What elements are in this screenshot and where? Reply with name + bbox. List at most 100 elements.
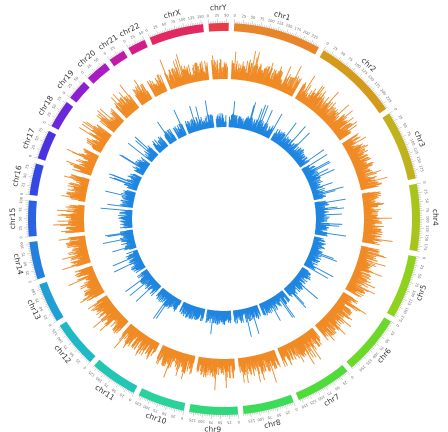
outer-histogram-bar [163, 346, 168, 357]
outer-histogram-bar [353, 271, 370, 279]
tick-mark [56, 112, 59, 114]
tick-mark [62, 332, 65, 334]
tick-mark [33, 272, 36, 274]
tick-mark [46, 130, 49, 133]
tick-mark [322, 388, 324, 391]
tick-label: 75 [21, 252, 26, 257]
outer-histogram-bar [178, 352, 182, 361]
outer-histogram-bar [80, 182, 89, 185]
outer-histogram-bar [180, 65, 187, 85]
outer-histogram-bar [171, 74, 177, 88]
tick-mark [383, 104, 386, 106]
outer-histogram-bar [320, 108, 329, 118]
tick-mark [58, 326, 61, 328]
outer-histogram-bar [254, 355, 258, 364]
tick-mark [408, 285, 411, 287]
outer-histogram-bar [303, 98, 309, 105]
outer-histogram-bar [125, 95, 138, 110]
inner-histogram-bar [134, 182, 139, 186]
outer-histogram-bar [135, 89, 146, 104]
tick-mark [39, 147, 42, 149]
outer-histogram-bar [189, 73, 193, 83]
inner-histogram-bar [211, 310, 214, 317]
outer-histogram-bar [82, 170, 92, 175]
outer-histogram-bar [80, 278, 98, 288]
tick-mark [126, 389, 128, 392]
inner-histogram-bar [181, 123, 187, 136]
inner-histogram-bar [283, 143, 289, 150]
inner-histogram-bar [147, 156, 153, 162]
outer-histogram-bar [104, 131, 112, 137]
inner-histogram-bar [143, 271, 149, 276]
inner-histogram-bar [247, 307, 252, 321]
inner-histogram-bar [308, 179, 317, 184]
tick-label: 25 [285, 410, 291, 415]
outer-histogram-bar [78, 204, 85, 207]
tick-mark [158, 404, 160, 407]
outer-histogram-bar [113, 120, 120, 127]
tick-mark [121, 49, 124, 52]
outer-histogram-bar [92, 129, 109, 141]
outer-histogram-bar [255, 66, 260, 83]
tick-mark [73, 346, 76, 349]
outer-histogram-bar [82, 161, 95, 167]
outer-histogram-bar [353, 158, 370, 167]
ideogram-chrX [149, 24, 204, 46]
outer-histogram-bar [71, 247, 88, 252]
outer-histogram-bar [211, 63, 215, 80]
outer-histogram-bar [345, 136, 367, 150]
outer-histogram-bar [235, 68, 238, 80]
tick-label: 50 [402, 122, 408, 129]
outer-histogram-bar [336, 301, 351, 313]
outer-histogram-bar [356, 170, 363, 174]
inner-histogram-bar [137, 159, 149, 168]
tick-mark [384, 331, 386, 334]
outer-histogram-bar [89, 132, 107, 144]
outer-histogram-bar [75, 189, 87, 193]
tick-mark [379, 337, 382, 340]
inner-histogram-bar [161, 289, 166, 295]
inner-histogram-bar [119, 213, 133, 215]
outer-histogram-bar [328, 311, 340, 321]
outer-histogram-bar [242, 357, 246, 376]
tick-mark [352, 67, 356, 72]
outer-histogram-bar [211, 358, 215, 377]
inner-histogram-bar [232, 310, 235, 316]
inner-histogram-bar [311, 246, 319, 250]
outer-histogram-bar [178, 352, 184, 369]
inner-histogram-bar [139, 162, 148, 169]
outer-histogram-bar [301, 94, 308, 103]
tick-label: 50 [224, 13, 229, 17]
inner-histogram-bar [211, 114, 214, 128]
inner-histogram-bar [306, 259, 315, 265]
outer-histogram-bar [170, 349, 175, 358]
inner-histogram-bar [158, 141, 165, 150]
tick-label: 50 [51, 103, 57, 110]
outer-histogram-bar [190, 355, 194, 368]
tick-label: 75 [19, 207, 23, 212]
tick-label: 125 [248, 418, 255, 423]
outer-histogram-bar [101, 138, 107, 143]
outer-histogram-bar [126, 327, 137, 340]
inner-histogram-bar [119, 226, 133, 229]
outer-histogram-bar [363, 201, 373, 204]
outer-histogram-bar [180, 354, 189, 380]
tick-mark [325, 49, 327, 52]
outer-histogram-bar [362, 193, 380, 198]
outer-histogram-bar [347, 145, 361, 154]
outer-histogram-bar [353, 161, 364, 167]
outer-histogram-bar [92, 148, 101, 153]
inner-histogram-bar [125, 233, 134, 236]
tick-mark [411, 162, 414, 164]
tick-mark [57, 328, 62, 331]
outer-histogram-bar [264, 352, 272, 371]
outer-histogram-bar [78, 238, 86, 241]
inner-histogram-bar [198, 308, 202, 318]
outer-histogram-bar [245, 62, 250, 81]
tick-mark [114, 381, 116, 384]
tick-mark [400, 303, 403, 305]
outer-histogram-bar [237, 67, 241, 80]
inner-histogram-bar [171, 133, 177, 141]
tick-mark [47, 308, 50, 310]
tick-mark [291, 33, 293, 36]
